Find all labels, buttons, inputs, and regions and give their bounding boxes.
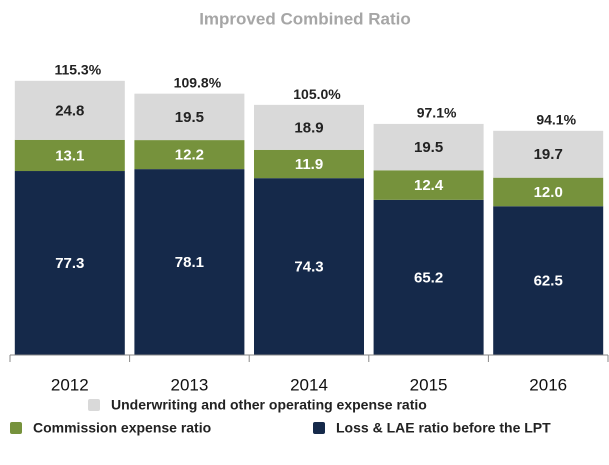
bar-segment	[493, 206, 604, 355]
segment-label: 18.9	[294, 119, 323, 136]
segment-label: 12.0	[534, 184, 563, 201]
bar-segment	[14, 80, 125, 140]
total-label: 109.8%	[174, 74, 222, 90]
legend-label: Commission expense ratio	[33, 420, 211, 436]
bar-segment	[14, 139, 125, 172]
x-tick-label: 2015	[410, 375, 448, 394]
x-tick-label: 2012	[51, 375, 89, 394]
segment-label: 11.9	[295, 156, 323, 173]
chart-title: Improved Combined Ratio	[199, 9, 411, 28]
segment-label: 62.5	[534, 273, 563, 290]
legend-label: Underwriting and other operating expense…	[111, 397, 427, 413]
legend-swatch	[313, 422, 325, 434]
total-label: 105.0%	[293, 86, 341, 102]
total-label: 97.1%	[417, 105, 457, 121]
bar-segment	[134, 93, 245, 141]
legend-swatch	[10, 422, 22, 434]
segment-label: 65.2	[414, 269, 443, 286]
bar-segment	[493, 177, 604, 207]
segment-label: 12.4	[414, 177, 444, 194]
segment-label: 19.7	[534, 146, 563, 163]
bar-segment	[134, 140, 245, 170]
bar-segment	[254, 104, 364, 150]
segment-label: 13.1	[55, 147, 84, 164]
bar-segment	[373, 199, 484, 355]
bar-segment	[373, 170, 484, 200]
bar-segment	[493, 130, 604, 178]
bar-segment	[373, 123, 484, 171]
legend-label: Loss & LAE ratio before the LPT	[336, 420, 551, 436]
segment-label: 12.2	[175, 147, 204, 164]
segment-label: 24.8	[55, 102, 84, 119]
x-tick-label: 2016	[529, 375, 567, 394]
segment-label: 77.3	[55, 255, 84, 272]
bar-segment	[254, 178, 364, 355]
segment-label: 74.3	[294, 259, 323, 276]
total-label: 115.3%	[54, 61, 101, 77]
total-label: 94.1%	[536, 112, 576, 128]
bar-segment	[254, 149, 364, 179]
x-tick-label: 2013	[170, 375, 208, 394]
segment-label: 19.5	[414, 139, 443, 156]
x-tick-label: 2014	[290, 375, 328, 394]
segment-label: 19.5	[175, 109, 204, 126]
legend-swatch	[88, 399, 100, 411]
bar-segment	[134, 169, 245, 355]
bar-segment	[14, 171, 125, 355]
segment-label: 78.1	[175, 254, 204, 271]
